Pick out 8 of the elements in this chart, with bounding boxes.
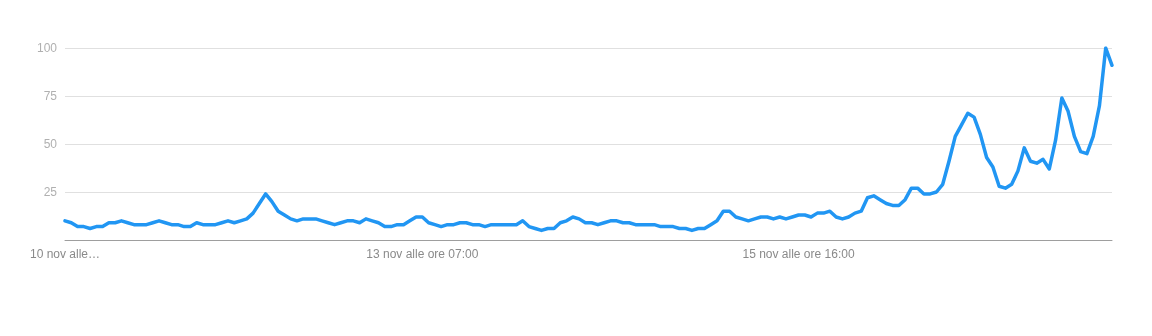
x-tick-label: 15 nov alle ore 16:00	[742, 247, 855, 261]
y-tick-label: 25	[43, 185, 58, 199]
y-tick-label: 50	[43, 137, 58, 151]
line-series	[63, 46, 1114, 233]
x-tick-label: 13 nov alle ore 07:00	[366, 247, 479, 261]
y-tick-label: 100	[36, 41, 58, 55]
x-tick-label: 10 nov alle…	[29, 247, 101, 261]
y-tick-label: 75	[43, 89, 58, 103]
